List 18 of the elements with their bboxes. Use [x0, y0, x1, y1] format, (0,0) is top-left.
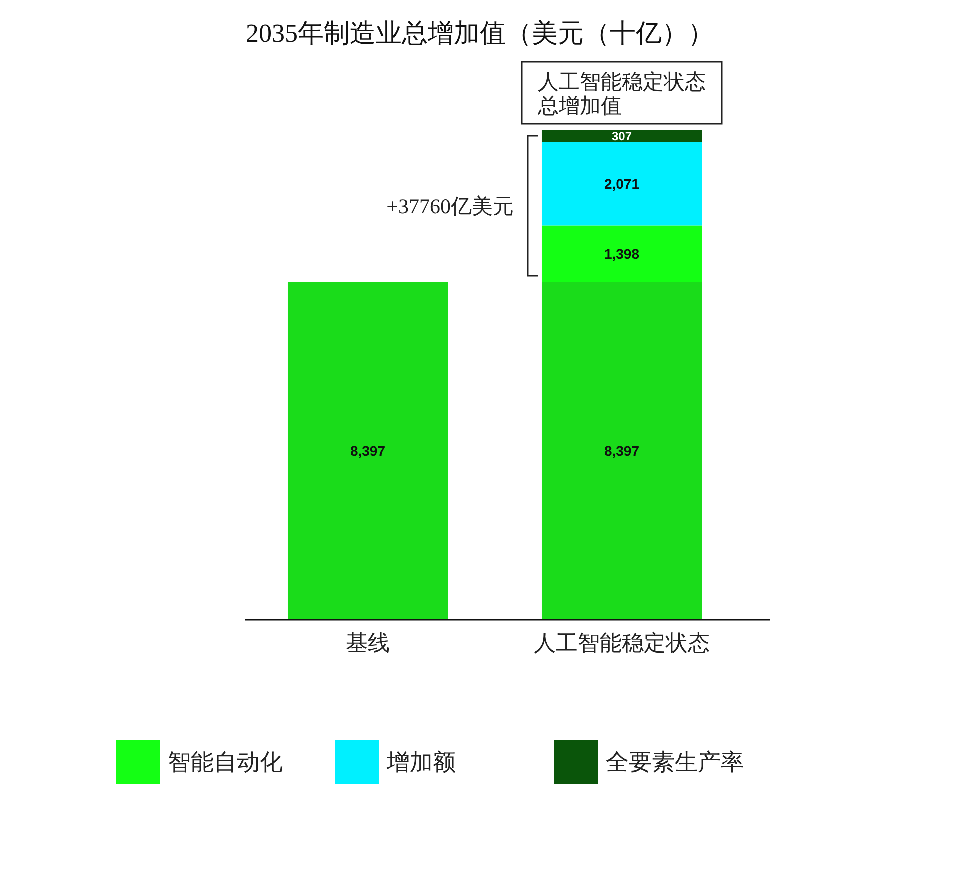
bar: [542, 282, 702, 620]
bar: [288, 282, 448, 620]
data-label: 2,071: [604, 176, 640, 192]
bar: [542, 130, 702, 142]
legend-label: 智能自动化: [168, 750, 283, 776]
x-tick-label: 基线: [346, 632, 390, 657]
text: 人工智能稳定状态总增加值: [537, 70, 706, 118]
x-tick-label: 人工智能稳定状态: [534, 632, 710, 657]
data-label: 1,398: [604, 246, 640, 262]
chart-title: 2035年制造业总增加值（美元（十亿））: [246, 19, 714, 48]
bar: [542, 226, 702, 282]
annotation: +37760亿美元: [386, 194, 514, 218]
data-label: 8,397: [350, 442, 386, 459]
data-label: 307: [612, 129, 632, 144]
data-label: 8,397: [604, 442, 640, 459]
legend-label: 全要素生产率: [606, 750, 744, 776]
bar: [542, 142, 702, 226]
legend-label: 增加额: [386, 750, 456, 776]
